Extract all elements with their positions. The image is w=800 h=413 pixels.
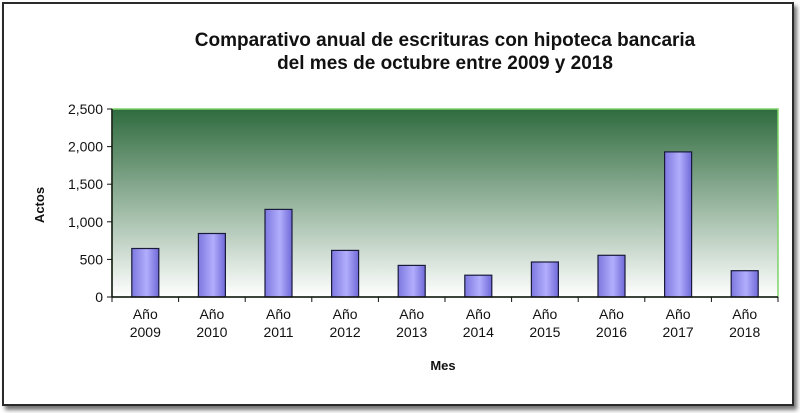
x-tick-label: 2009: [130, 324, 161, 340]
y-tick-label: 2,500: [68, 101, 103, 117]
x-tick-label: Año: [133, 306, 158, 322]
x-tick-label: Año: [599, 306, 624, 322]
y-axis-label: Actos: [32, 187, 47, 223]
bar-Año-2018: [730, 270, 759, 298]
y-tick-label: 0: [95, 289, 103, 305]
x-tick-label: Año: [399, 306, 424, 322]
y-ticks: 0 500 1,000 1,500 2,000 2,500: [68, 101, 112, 305]
x-tick-label: 2012: [330, 324, 361, 340]
bar-Año-2011: [264, 208, 293, 298]
x-tick-label: 2017: [663, 324, 694, 340]
bar-Año-2010: [197, 232, 226, 298]
y-tick-label: 500: [80, 251, 104, 267]
x-ticks: Año 2009 Año 2010 Año 2011 Año 2012 Año 2013 Año 20…: [111, 297, 779, 340]
y-tick-label: 2,000: [68, 139, 103, 155]
bar-Año-2014: [464, 274, 493, 298]
bar-Año-2009: [131, 247, 160, 298]
y-tick-label: 1,000: [68, 214, 103, 230]
x-tick-label: 2018: [729, 324, 760, 340]
bar-Año-2016: [597, 254, 626, 298]
x-tick-label: Año: [666, 306, 691, 322]
x-tick-label: 2015: [529, 324, 560, 340]
x-tick-label: Año: [199, 306, 224, 322]
y-tick-label: 1,500: [68, 176, 103, 192]
bar-Año-2015: [530, 261, 560, 298]
x-tick-label: Año: [466, 306, 491, 322]
x-tick-label: 2011: [263, 324, 293, 340]
bar-Año-2017: [663, 151, 693, 298]
bars-layer: [131, 151, 759, 298]
bar-Año-2012: [331, 249, 360, 298]
x-tick-label: 2013: [396, 324, 427, 340]
x-axis-label: Mes: [430, 358, 455, 373]
x-tick-label: 2010: [196, 324, 227, 340]
chart-title-line-1: Comparativo anual de escrituras con hipo…: [195, 30, 696, 51]
x-tick-label: Año: [333, 306, 358, 322]
x-tick-label: Año: [532, 306, 557, 322]
x-tick-label: Año: [266, 306, 291, 322]
bar-Año-2013: [397, 264, 426, 298]
chart-title-line-2: del mes de octubre entre 2009 y 2018: [277, 53, 613, 74]
x-tick-label: Año: [732, 306, 757, 322]
x-tick-label: 2016: [596, 324, 627, 340]
x-tick-label: 2014: [463, 324, 494, 340]
